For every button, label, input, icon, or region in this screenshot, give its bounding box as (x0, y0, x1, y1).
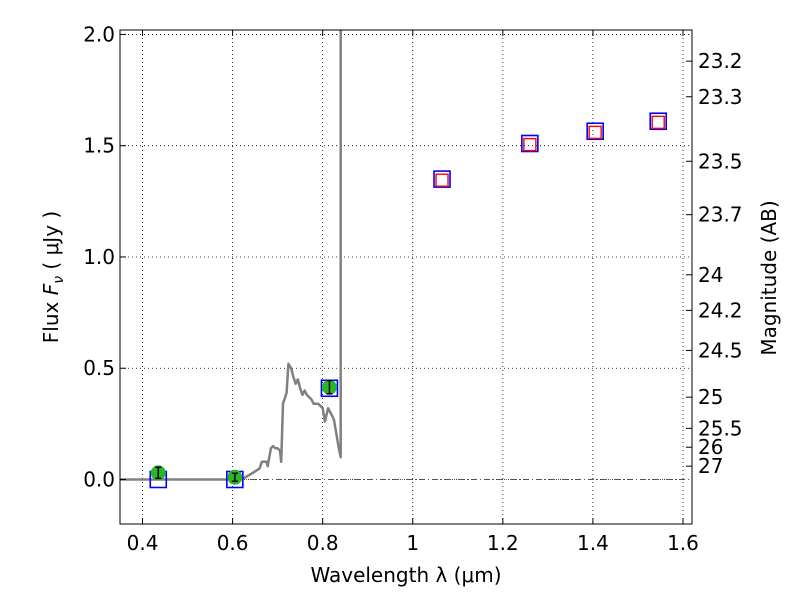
x-axis-title: Wavelength λ (μm) (310, 563, 501, 587)
mag-tick-label: 27 (698, 454, 723, 478)
y-tick-label: 2.0 (83, 22, 115, 46)
sed-curve (120, 30, 342, 481)
x-tick-label: 1.4 (577, 531, 609, 555)
plot-frame (119, 29, 693, 525)
x-tick-label: 0.4 (127, 531, 159, 555)
upper-limit-marker (523, 137, 537, 152)
upper-limit-marker (651, 115, 665, 130)
mag-tick-label: 26 (698, 435, 723, 459)
upper-limit-marker (588, 125, 602, 140)
upper-limit-marker (435, 173, 449, 187)
mag-tick-label: 24.5 (698, 338, 743, 362)
model-sed-line (120, 30, 342, 481)
y-tick-label: 1.0 (83, 245, 115, 269)
model-photometry-marker (586, 122, 604, 141)
grid (120, 30, 692, 524)
mag-tick-label: 25 (698, 385, 723, 409)
mag-tick-label: 24.2 (698, 298, 743, 322)
model-photometry-marker (521, 134, 539, 153)
axis-ticks: 0.4 0.6 0.8 1 1.2 1.4 1.6 0.0 0.5 1.0 1.5 2.0 23.2 23… (83, 22, 742, 555)
y-tick-label: 1.5 (83, 134, 115, 158)
model-photometry-marker (433, 170, 451, 188)
x-tick-label: 1.2 (487, 531, 519, 555)
mag-tick-label: 24 (698, 263, 723, 287)
y-tick-label: 0.0 (83, 467, 115, 491)
x-tick-label: 0.6 (217, 531, 249, 555)
y-axis-title: Flux Fν ( μJy ) (39, 211, 67, 343)
mag-tick-label: 23.7 (698, 203, 743, 227)
markers (149, 112, 668, 489)
x-tick-label: 1 (406, 531, 419, 555)
x-tick-label: 1.6 (667, 531, 699, 555)
mag-tick-label: 23.3 (698, 85, 743, 109)
model-photometry-marker (649, 112, 668, 131)
y-tick-label: 0.5 (83, 356, 115, 380)
mag-tick-label: 25.5 (698, 416, 743, 440)
mag-tick-label: 23.5 (698, 149, 743, 173)
x-tick-label: 0.8 (307, 531, 339, 555)
mag-tick-label: 23.2 (698, 49, 743, 73)
magnitude-axis-title: Magnitude (AB) (757, 200, 781, 355)
